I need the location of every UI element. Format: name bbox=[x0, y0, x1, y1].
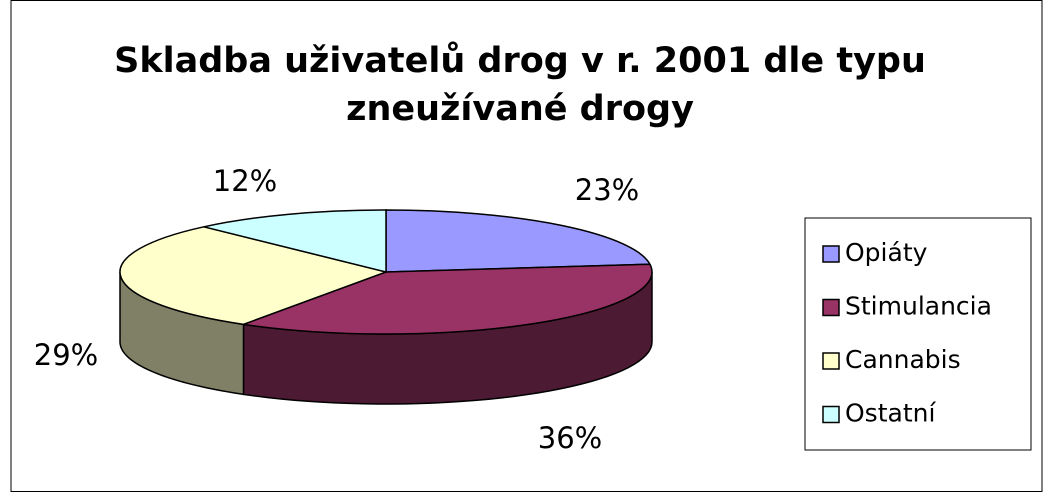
legend-swatch bbox=[822, 298, 840, 317]
legend-swatch bbox=[822, 405, 840, 424]
legend-swatch bbox=[822, 352, 840, 370]
slice bbox=[203, 209, 387, 273]
legend-label: Cannabis bbox=[845, 345, 961, 374]
slice bbox=[243, 263, 653, 335]
legend-box bbox=[804, 217, 1032, 451]
data-label: 12% bbox=[213, 164, 277, 198]
slice bbox=[119, 226, 389, 326]
data-label: 23% bbox=[575, 173, 639, 207]
legend-label: Ostatní bbox=[845, 399, 936, 428]
legend-swatch bbox=[822, 245, 840, 263]
legend-label: Opiáty bbox=[845, 238, 928, 267]
data-label: 36% bbox=[538, 421, 602, 455]
chart-title-continued: zneužívané drogy bbox=[346, 89, 694, 129]
slice bbox=[385, 209, 652, 273]
chart-title: Skladba uživatelů drog v r. 2001 dle typ… bbox=[114, 40, 926, 81]
legend-label: Stimulancia bbox=[845, 292, 992, 321]
data-label: 29% bbox=[34, 338, 98, 372]
